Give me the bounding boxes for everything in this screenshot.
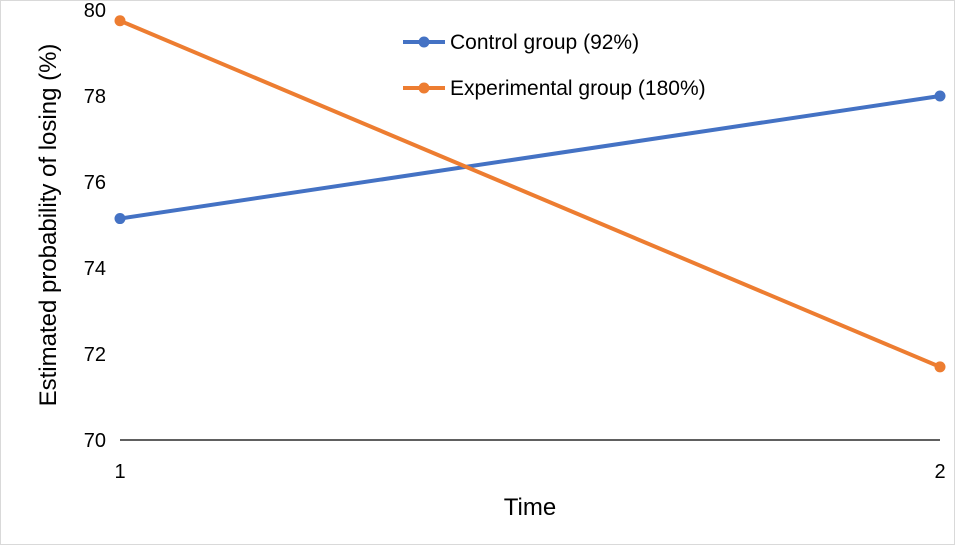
data-point [934, 90, 946, 102]
y-axis-title: Estimated probability of losing (%) [35, 44, 62, 407]
y-tick-label: 80 [84, 0, 106, 22]
x-tick-label: 2 [934, 461, 945, 483]
legend: Control group (92%) Experimental group (1… [403, 31, 706, 100]
legend-entry: Control group (92%) [403, 31, 639, 54]
series-line [118, 18, 942, 369]
legend-label: Control group (92%) [450, 31, 639, 54]
y-tick-label: 76 [84, 172, 106, 194]
series-2 [114, 15, 946, 373]
series-line [118, 94, 942, 221]
series-layer [114, 15, 946, 373]
y-tick-label: 72 [84, 344, 106, 366]
legend-marker [418, 82, 430, 94]
data-point [934, 361, 946, 373]
data-point [114, 15, 126, 27]
y-axis-ticks: 70 72 74 76 78 80 [84, 0, 106, 452]
y-tick-label: 70 [84, 430, 106, 452]
legend-label: Experimental group (180%) [450, 77, 706, 100]
data-point [114, 213, 126, 225]
legend-marker [418, 36, 430, 48]
x-axis-title: Time [504, 494, 556, 521]
y-tick-label: 74 [84, 258, 106, 280]
series-1 [114, 90, 946, 225]
legend-entry: Experimental group (180%) [403, 77, 706, 100]
y-tick-label: 78 [84, 86, 106, 108]
x-tick-label: 1 [114, 461, 125, 483]
